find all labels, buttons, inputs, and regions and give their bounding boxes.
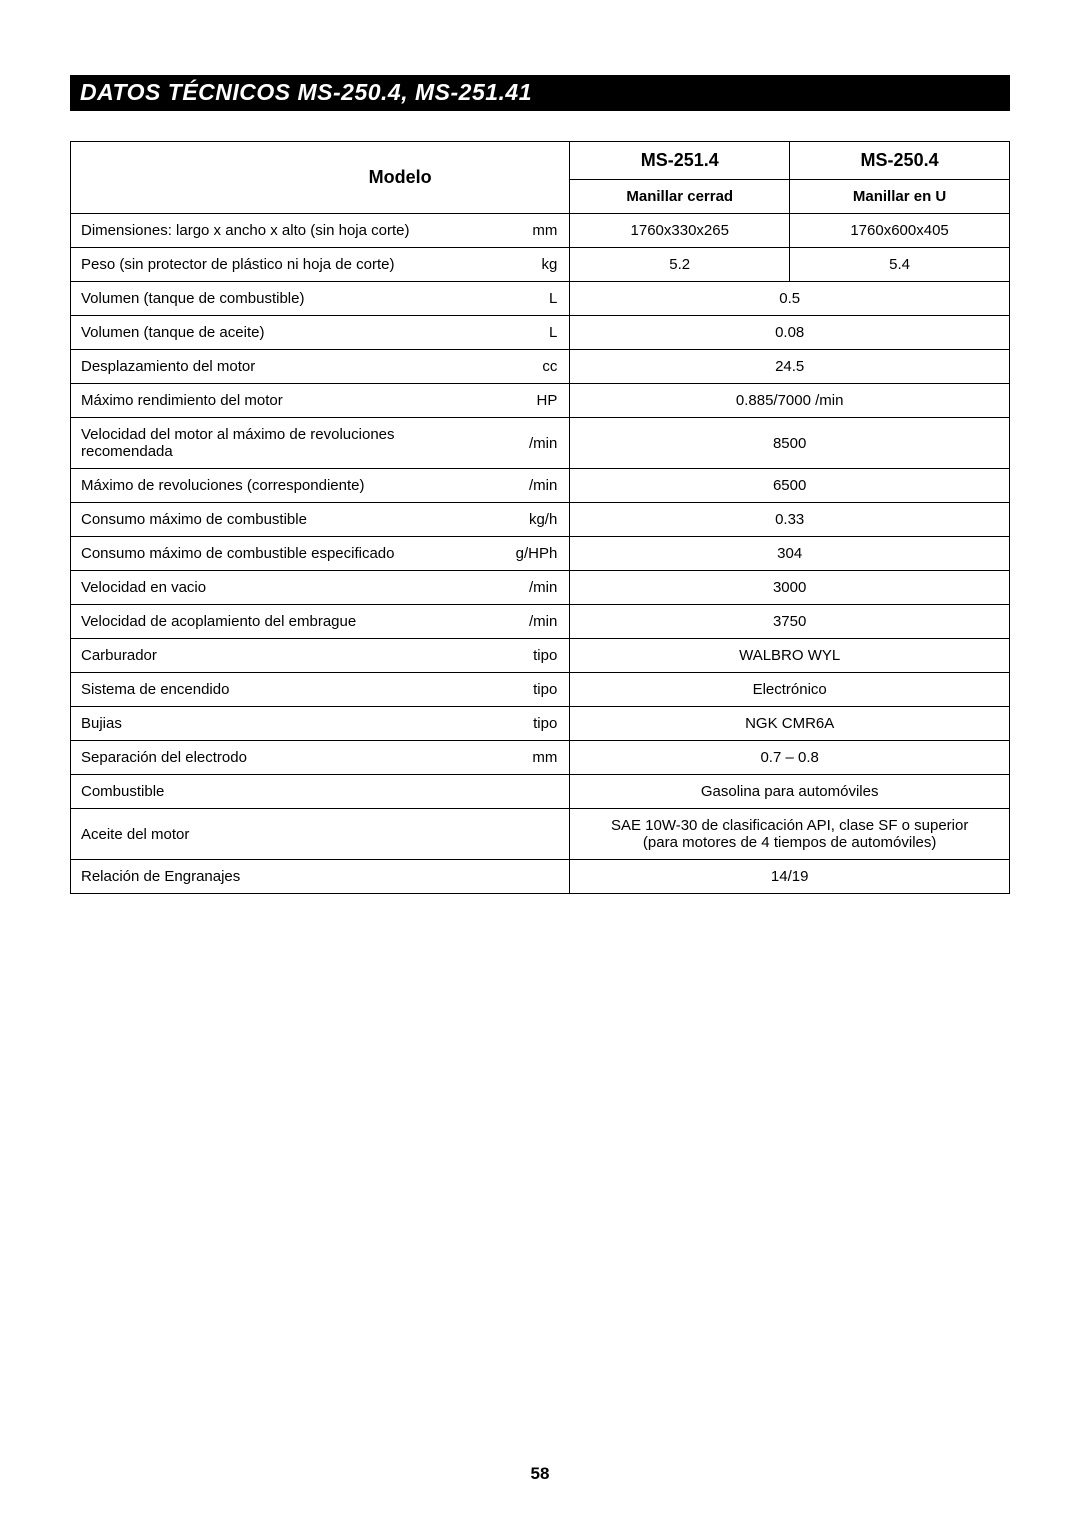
spec-unit: mm (479, 741, 570, 775)
spec-label: Separación del electrodo (71, 741, 479, 775)
header-sub-2: Manillar en U (790, 180, 1010, 214)
spec-label: Máximo rendimiento del motor (71, 384, 479, 418)
spec-value: WALBRO WYL (570, 639, 1010, 673)
spec-label: Velocidad en vacio (71, 571, 479, 605)
spec-unit: kg/h (479, 503, 570, 537)
table-row: Velocidad en vacio/min3000 (71, 571, 1010, 605)
spec-label: Peso (sin protector de plástico ni hoja … (71, 248, 479, 282)
spec-value-1: 5.2 (570, 248, 790, 282)
spec-unit: L (479, 282, 570, 316)
header-sub-1: Manillar cerrad (570, 180, 790, 214)
spec-label: Máximo de revoluciones (correspondiente) (71, 469, 479, 503)
spec-label: Carburador (71, 639, 479, 673)
page: DATOS TÉCNICOS MS-250.4, MS-251.41 Model… (0, 0, 1080, 1528)
table-row: Combustible Gasolina para automóviles (71, 775, 1010, 809)
spec-unit: kg (479, 248, 570, 282)
spec-unit: /min (479, 418, 570, 469)
table-row: Volumen (tanque de combustible)L0.5 (71, 282, 1010, 316)
spec-unit: tipo (479, 639, 570, 673)
spec-label: Bujias (71, 707, 479, 741)
table-row: Separación del electrodomm0.7 – 0.8 (71, 741, 1010, 775)
table-row: Sistema de encendidotipoElectrónico (71, 673, 1010, 707)
spec-table: Modelo MS-251.4 MS-250.4 Manillar cerrad… (70, 141, 1010, 894)
spec-label: Aceite del motor (71, 809, 479, 860)
spec-label: Consumo máximo de combustible especifica… (71, 537, 479, 571)
header-model-1: MS-251.4 (570, 142, 790, 180)
spec-value: 0.7 – 0.8 (570, 741, 1010, 775)
spec-label: Consumo máximo de combustible (71, 503, 479, 537)
spec-value: SAE 10W-30 de clasificación API, clase S… (570, 809, 1010, 860)
spec-value: 0.33 (570, 503, 1010, 537)
spec-unit: /min (479, 605, 570, 639)
spec-label: Volumen (tanque de combustible) (71, 282, 479, 316)
table-row: Consumo máximo de combustible especifica… (71, 537, 1010, 571)
table-header-row-1: Modelo MS-251.4 MS-250.4 (71, 142, 1010, 180)
spec-label: Sistema de encendido (71, 673, 479, 707)
spec-value: 3000 (570, 571, 1010, 605)
table-row: Máximo rendimiento del motorHP0.885/7000… (71, 384, 1010, 418)
spec-unit: L (479, 316, 570, 350)
spec-label: Dimensiones: largo x ancho x alto (sin h… (71, 214, 479, 248)
table-row: Volumen (tanque de aceite)L0.08 (71, 316, 1010, 350)
spec-unit: /min (479, 571, 570, 605)
spec-unit: tipo (479, 707, 570, 741)
spec-value: 304 (570, 537, 1010, 571)
spec-unit: mm (479, 214, 570, 248)
spec-unit: tipo (479, 673, 570, 707)
spec-unit (479, 809, 570, 860)
section-title-bar: DATOS TÉCNICOS MS-250.4, MS-251.41 (70, 75, 1010, 111)
table-head: Modelo MS-251.4 MS-250.4 Manillar cerrad… (71, 142, 1010, 214)
table-row: BujiastipoNGK CMR6A (71, 707, 1010, 741)
spec-value: 0.885/7000 /min (570, 384, 1010, 418)
spec-value-2: 1760x600x405 (790, 214, 1010, 248)
spec-unit: cc (479, 350, 570, 384)
page-number: 58 (0, 1464, 1080, 1484)
spec-label: Velocidad del motor al máximo de revoluc… (71, 418, 479, 469)
spec-label: Volumen (tanque de aceite) (71, 316, 479, 350)
table-body: Dimensiones: largo x ancho x alto (sin h… (71, 214, 1010, 894)
table-row: Desplazamiento del motorcc24.5 (71, 350, 1010, 384)
table-row: Dimensiones: largo x ancho x alto (sin h… (71, 214, 1010, 248)
spec-unit: HP (479, 384, 570, 418)
spec-label: Relación de Engranajes (71, 860, 479, 894)
spec-value: 8500 (570, 418, 1010, 469)
table-row: Peso (sin protector de plástico ni hoja … (71, 248, 1010, 282)
spec-value: 24.5 (570, 350, 1010, 384)
spec-value: NGK CMR6A (570, 707, 1010, 741)
spec-value: 14/19 (570, 860, 1010, 894)
spec-value-1: 1760x330x265 (570, 214, 790, 248)
spec-unit: /min (479, 469, 570, 503)
spec-value: 0.08 (570, 316, 1010, 350)
spec-label: Desplazamiento del motor (71, 350, 479, 384)
table-row: Velocidad de acoplamiento del embrague/m… (71, 605, 1010, 639)
table-row: Consumo máximo de combustiblekg/h0.33 (71, 503, 1010, 537)
section-title-text: DATOS TÉCNICOS MS-250.4, MS-251.41 (80, 79, 532, 105)
table-row: Aceite del motor SAE 10W-30 de clasificac… (71, 809, 1010, 860)
table-row: Relación de Engranajes 14/19 (71, 860, 1010, 894)
spec-unit: g/HPh (479, 537, 570, 571)
spec-value: Electrónico (570, 673, 1010, 707)
table-row: Velocidad del motor al máximo de revoluc… (71, 418, 1010, 469)
spec-unit (479, 860, 570, 894)
spec-label: Combustible (71, 775, 479, 809)
table-row: Máximo de revoluciones (correspondiente)… (71, 469, 1010, 503)
spec-value: 0.5 (570, 282, 1010, 316)
header-model-2: MS-250.4 (790, 142, 1010, 180)
spec-value: Gasolina para automóviles (570, 775, 1010, 809)
spec-value-2: 5.4 (790, 248, 1010, 282)
table-row: CarburadortipoWALBRO WYL (71, 639, 1010, 673)
spec-value: 3750 (570, 605, 1010, 639)
spec-value: 6500 (570, 469, 1010, 503)
spec-unit (479, 775, 570, 809)
spec-label: Velocidad de acoplamiento del embrague (71, 605, 479, 639)
header-modelo: Modelo (71, 142, 570, 214)
